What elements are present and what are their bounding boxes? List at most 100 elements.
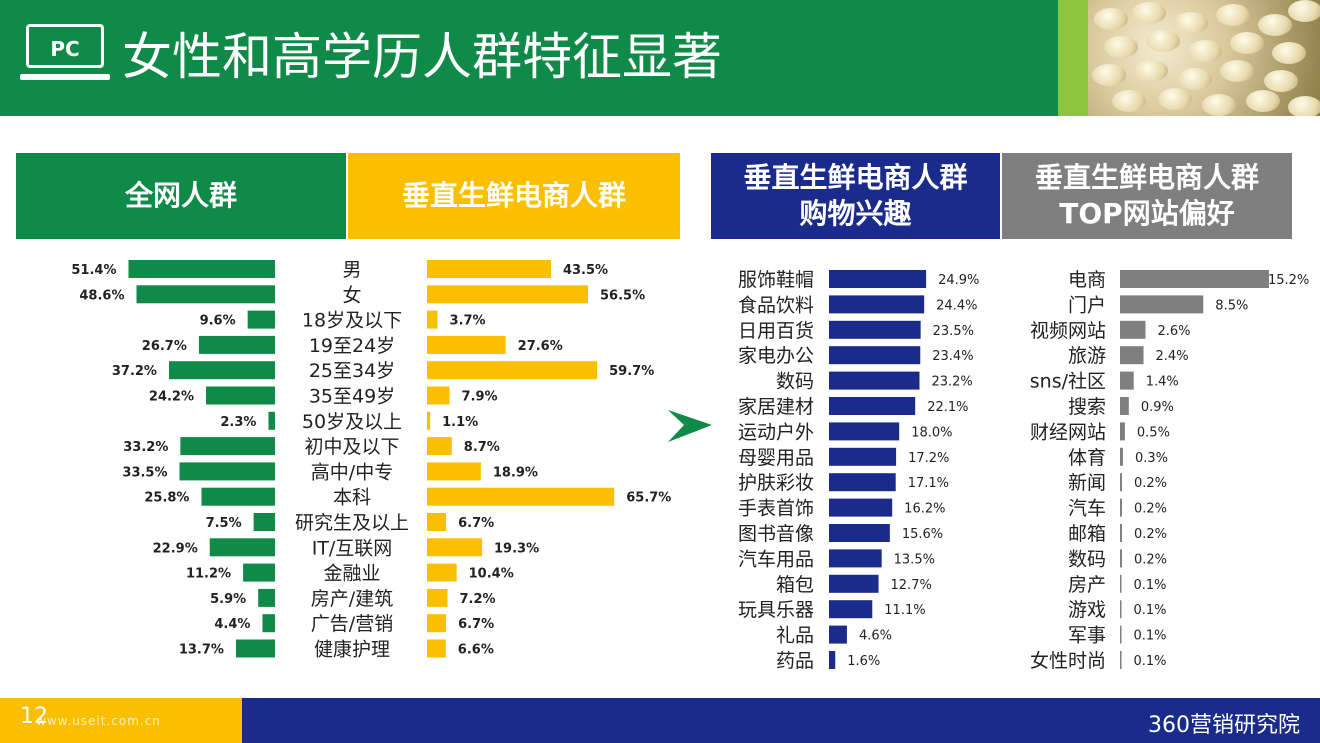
- site-value-label: 0.1%: [1134, 629, 1167, 644]
- pc-label: PC: [26, 24, 104, 68]
- demo-value-all-net: 7.5%: [206, 516, 242, 531]
- site-bar: [1120, 422, 1125, 441]
- shopping-bar: [829, 498, 893, 517]
- site-bar: [1120, 295, 1204, 314]
- shopping-category-label: 数码: [776, 371, 814, 393]
- demo-bar-vertical-fresh: [427, 437, 452, 456]
- column-header-all-net-label: 全网人群: [124, 179, 237, 212]
- site-category-label: 搜索: [1068, 396, 1106, 418]
- demo-category-label: 男: [342, 259, 361, 281]
- demo-value-all-net: 13.7%: [179, 643, 224, 658]
- shopping-value-label: 23.4%: [932, 349, 973, 364]
- demo-value-vertical-fresh: 6.6%: [458, 643, 494, 658]
- shopping-category-label: 运动户外: [738, 421, 814, 443]
- site-bar: [1120, 346, 1144, 365]
- demo-bar-all-net: [243, 563, 275, 582]
- site-value-label: 0.5%: [1137, 425, 1170, 440]
- site-category-label: 财经网站: [1030, 421, 1106, 443]
- shopping-bar: [829, 549, 882, 568]
- pc-monitor-base: [20, 74, 110, 80]
- site-value-label: 2.6%: [1157, 324, 1190, 339]
- shopping-bar: [829, 422, 900, 441]
- demo-bar-all-net: [201, 487, 275, 506]
- site-category-label: 体育: [1068, 447, 1106, 469]
- charts-canvas: 51.4% 男 43.5% 48.6% 女 56.5% 9.6% 18岁及以下 3.7% 26.7…: [71, 259, 1309, 672]
- site-category-label: 女性时尚: [1030, 650, 1106, 672]
- column-header-all-net: 全网人群: [16, 153, 346, 239]
- demo-category-label: 35至49岁: [309, 386, 395, 408]
- shopping-value-label: 4.6%: [859, 629, 892, 644]
- demo-category-label: 研究生及以上: [295, 512, 409, 534]
- site-value-label: 0.2%: [1134, 527, 1167, 542]
- demo-value-all-net: 11.2%: [186, 567, 231, 582]
- shopping-bar: [829, 371, 920, 390]
- shopping-category-label: 家电办公: [738, 345, 814, 367]
- arrow-right-icon: [668, 410, 712, 442]
- shopping-value-label: 17.1%: [908, 476, 949, 491]
- shopping-value-label: 23.5%: [933, 324, 974, 339]
- site-bar: [1120, 600, 1122, 619]
- shopping-category-label: 药品: [776, 650, 814, 672]
- page-number: 12: [20, 704, 48, 729]
- site-category-label: 房产: [1068, 574, 1106, 596]
- site-bar: [1120, 270, 1269, 288]
- demo-bar-vertical-fresh: [427, 563, 457, 582]
- demo-value-all-net: 4.4%: [214, 617, 250, 632]
- site-value-label: 0.1%: [1134, 578, 1167, 593]
- shopping-bar: [829, 574, 879, 593]
- shopping-value-label: 15.6%: [902, 527, 943, 542]
- shopping-category-label: 食品饮料: [738, 294, 814, 316]
- shopping-bar: [829, 270, 927, 288]
- demo-bar-vertical-fresh: [427, 260, 551, 278]
- shopping-category-label: 服饰鞋帽: [738, 269, 814, 291]
- shopping-category-label: 箱包: [776, 574, 814, 596]
- site-category-label: 游戏: [1068, 599, 1106, 621]
- demo-bar-vertical-fresh: [427, 335, 506, 354]
- site-value-label: 2.4%: [1156, 349, 1189, 364]
- pc-monitor-icon: PC: [20, 24, 110, 82]
- shopping-bar: [829, 320, 921, 339]
- demo-value-vertical-fresh: 27.6%: [518, 339, 563, 354]
- demo-value-all-net: 33.2%: [123, 440, 168, 455]
- shopping-category-label: 母婴用品: [738, 447, 814, 469]
- column-header-top-sites-label: 垂直生鲜电商人群 TOP网站偏好: [1034, 161, 1259, 230]
- site-value-label: 15.2%: [1268, 273, 1309, 288]
- column-header-shopping-interest-label: 垂直生鲜电商人群 购物兴趣: [743, 161, 968, 230]
- site-bar: [1120, 651, 1122, 669]
- footer-yellow-block: [0, 698, 242, 743]
- demo-value-vertical-fresh: 6.7%: [458, 617, 494, 632]
- demo-bar-all-net: [198, 335, 275, 354]
- site-value-label: 0.2%: [1134, 552, 1167, 567]
- shopping-bar: [829, 346, 921, 365]
- demo-value-vertical-fresh: 59.7%: [609, 364, 654, 379]
- demo-category-label: 女: [342, 284, 361, 306]
- demo-bar-all-net: [209, 538, 275, 557]
- shopping-value-label: 1.6%: [847, 654, 880, 669]
- demo-bar-vertical-fresh: [427, 411, 431, 430]
- site-bar: [1120, 498, 1122, 517]
- demo-category-label: 广告/营销: [311, 613, 393, 635]
- shopping-category-label: 图书音像: [738, 523, 814, 545]
- site-value-label: 0.2%: [1134, 476, 1167, 491]
- site-value-label: 0.1%: [1134, 603, 1167, 618]
- watermark-text: www.useit.com.cn: [36, 714, 161, 728]
- column-header-shopping-interest: 垂直生鲜电商人群 购物兴趣: [711, 153, 1000, 239]
- demo-bar-all-net: [128, 260, 275, 278]
- demo-value-all-net: 2.3%: [220, 415, 256, 430]
- site-bar: [1120, 574, 1122, 593]
- demo-value-all-net: 37.2%: [112, 364, 157, 379]
- demo-bar-vertical-fresh: [427, 285, 589, 304]
- brand-label: 360营销研究院: [1148, 713, 1300, 738]
- header-bar: [0, 0, 1060, 116]
- site-category-label: 旅游: [1068, 345, 1106, 367]
- site-value-label: 0.9%: [1141, 400, 1174, 415]
- shopping-value-label: 13.5%: [894, 552, 935, 567]
- demo-value-vertical-fresh: 3.7%: [450, 314, 486, 329]
- shopping-bar: [829, 600, 873, 619]
- demo-category-label: 18岁及以下: [302, 310, 402, 332]
- site-bar: [1120, 320, 1146, 339]
- demo-bar-vertical-fresh: [427, 361, 598, 380]
- site-category-label: 电商: [1068, 269, 1106, 291]
- site-bar: [1120, 447, 1123, 466]
- demo-value-all-net: 24.2%: [149, 390, 194, 405]
